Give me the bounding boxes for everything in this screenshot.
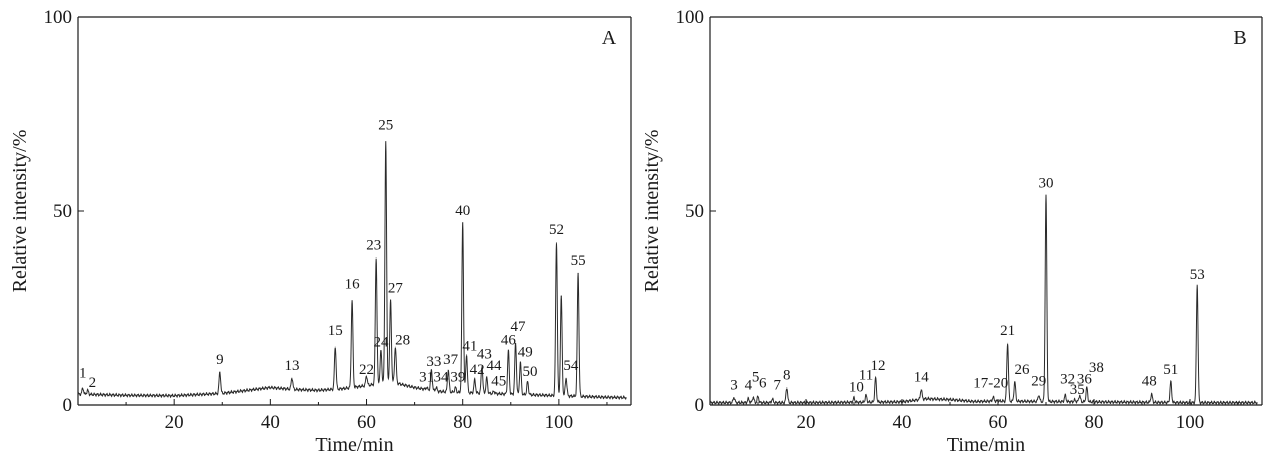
peak-label: 35 [1070,382,1085,398]
peak-label: 3 [730,377,738,393]
peak-label: 13 [284,358,299,374]
y-tick-label: 100 [676,7,705,28]
peak-label: 6 [759,375,767,391]
y-tick-label: 0 [63,395,73,416]
peak-label: 30 [1039,176,1054,192]
peak-label: 48 [1142,373,1157,389]
peak-label: 31 [419,370,434,386]
x-tick-label: 40 [893,412,912,433]
x-tick-label: 20 [797,412,816,433]
panel-letter: A [602,27,617,49]
peak-label: 23 [366,238,381,254]
peak-label: 53 [1190,267,1205,283]
peak-label: 27 [388,280,404,296]
peak-label: 46 [501,333,517,349]
peak-label: 39 [450,370,465,386]
peak-label: 43 [477,346,492,362]
peak-label: 24 [373,335,389,351]
peak-label: 36 [1077,372,1093,388]
peak-label: 28 [395,333,410,349]
peak-label: 11 [859,368,873,384]
peak-label: 16 [345,276,361,292]
peak-label: 17-20 [973,375,1008,391]
y-tick-label: 100 [44,7,73,28]
peak-label: 55 [571,253,586,269]
x-tick-label: 80 [1085,412,1104,433]
peak-label: 40 [455,203,470,219]
peak-label: 49 [518,344,533,360]
x-tick-label: 100 [545,412,574,433]
peak-label: 14 [914,370,930,386]
chromatogram-trace [709,194,1258,406]
x-axis-label: Time/min [315,434,393,456]
peak-label: 51 [1163,362,1178,378]
peak-label: 22 [359,362,374,378]
peak-label: 41 [462,339,477,355]
chart-panel-a: 0 50 100 20 40 60 80 100 Time/min Relative intens… [9,7,632,456]
peak-label: 42 [470,362,485,378]
peak-label: 12 [871,358,886,374]
peak-label: 52 [549,222,564,238]
peak-label: 2 [89,375,97,391]
peak-label: 25 [378,117,393,133]
peak-label: 34 [434,370,450,386]
x-tick-label: 60 [989,412,1008,433]
peak-label: 38 [1089,360,1104,376]
chromatogram-trace [77,141,627,401]
panel-letter: B [1233,27,1246,49]
x-tick-label: 80 [453,412,472,433]
peak-label: 26 [1015,362,1031,378]
peak-label: 47 [510,319,526,335]
x-tick-label: 100 [1176,412,1205,433]
peak-label: 15 [328,323,343,339]
peak-label: 33 [426,354,441,370]
peak-label: 29 [1031,373,1046,389]
x-tick-label: 40 [261,412,280,433]
peak-label: 7 [773,377,781,393]
peak-label: 50 [523,364,538,380]
peak-label: 10 [849,379,864,395]
peak-label: 9 [216,352,224,368]
x-tick-label: 60 [357,412,376,433]
chart-panel-b: 0 50 100 20 40 60 80 100 Time/min Relative intens… [641,7,1263,456]
peak-label: 37 [443,352,459,368]
y-axis-label: Relative intensity/% [641,130,663,293]
peak-label: 44 [486,358,502,374]
x-tick-label: 20 [165,412,184,433]
y-tick-label: 50 [53,201,72,222]
y-tick-label: 50 [685,201,704,222]
peak-label: 4 [745,377,753,393]
peak-label: 45 [491,373,506,389]
y-axis-label: Relative intensity/% [9,130,31,293]
peak-label: 21 [1000,323,1015,339]
y-tick-label: 0 [695,395,705,416]
peak-label: 54 [563,358,579,374]
peak-label: 8 [783,368,791,384]
x-axis-label: Time/min [947,434,1025,456]
peak-label: 1 [79,366,87,382]
peak-label: 32 [1060,372,1075,388]
peak-label: 5 [752,370,760,386]
